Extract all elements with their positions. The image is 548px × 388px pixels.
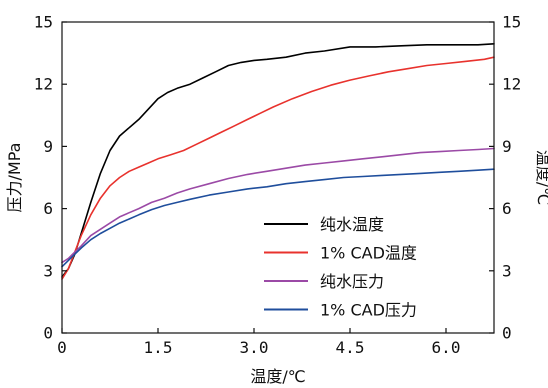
x-axis-title: 温度/℃	[250, 367, 305, 386]
series-line-4	[61, 168, 495, 268]
right-y-tick-label: 12	[502, 75, 521, 94]
axes: 0 1.5 3.0 4.5 6.0 0 3 6 9 12 15 0 3 6 9 12 15	[34, 13, 522, 358]
x-tick-label: 3.0	[240, 338, 269, 357]
plot-frame	[61, 21, 495, 334]
right-y-tick-label: 3	[502, 261, 512, 280]
left-y-tick-label: 15	[34, 13, 53, 32]
legend-label: 纯水温度	[320, 215, 384, 234]
left-y-tick-label: 9	[43, 137, 53, 156]
left-y-tick-label: 0	[43, 324, 53, 343]
right-y-tick-label: 0	[502, 324, 512, 343]
x-tick-label: 1.5	[144, 338, 173, 357]
plot-area	[61, 42, 495, 280]
series-line-1	[61, 42, 495, 278]
x-tick-label: 6.0	[432, 338, 461, 357]
left-y-axis-title: 压力/MPa	[5, 143, 24, 213]
legend-label: 纯水压力	[320, 272, 384, 291]
x-tick-label: 0	[57, 338, 67, 357]
left-y-tick-label: 6	[43, 199, 53, 218]
legend-label: 1% CAD温度	[320, 244, 417, 263]
left-y-tick-label: 12	[34, 75, 53, 94]
right-y-tick-label: 15	[502, 13, 521, 32]
series-line-2	[61, 56, 495, 280]
x-tick-label: 4.5	[336, 338, 365, 357]
right-y-tick-label: 6	[502, 199, 512, 218]
series-line-3	[61, 147, 495, 264]
right-y-axis-title: 温度/℃	[534, 150, 548, 205]
left-y-tick-label: 3	[43, 261, 53, 280]
legend-label: 1% CAD压力	[320, 301, 417, 320]
right-y-tick-label: 9	[502, 137, 512, 156]
